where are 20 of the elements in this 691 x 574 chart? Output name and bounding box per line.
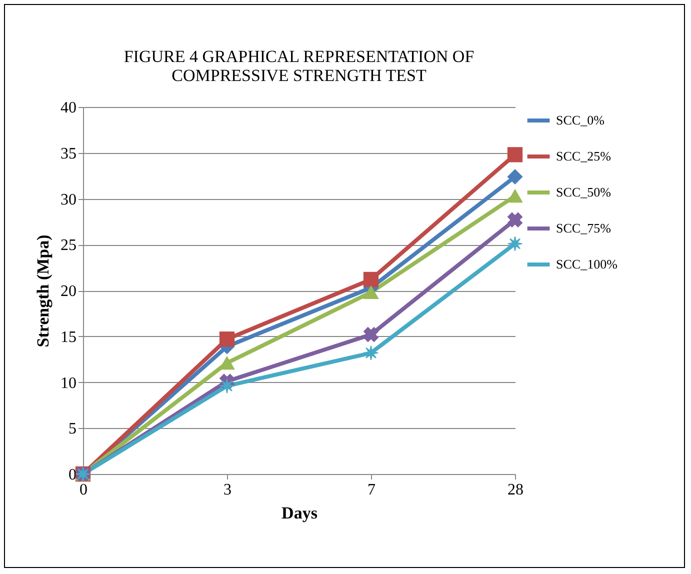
legend-label: SCC_25% — [556, 148, 612, 164]
y-tick-label: 35 — [60, 145, 76, 162]
y-axis-title: Strength (Mpa) — [34, 234, 52, 348]
y-tick-label: 5 — [68, 420, 76, 438]
x-tick-label: 3 — [224, 482, 232, 498]
legend-label: SCC_100% — [556, 256, 618, 272]
chart-title: FIGURE 4 GRAPHICAL REPRESENTATION OF COMPRESSIVE STRENGTH TEST — [124, 47, 474, 85]
y-tick-label: 20 — [60, 283, 76, 300]
y-tick-label: 10 — [60, 374, 76, 392]
x-tick-label: 28 — [508, 482, 524, 498]
legend-label: SCC_50% — [556, 184, 612, 200]
x-tick-label: 7 — [368, 482, 376, 498]
x-tick-label: 0 — [80, 482, 88, 498]
y-tick-label: 40 — [60, 100, 76, 116]
legend-label: SCC_0% — [556, 112, 605, 128]
x-axis-title: Days — [282, 504, 318, 522]
y-tick-label: 30 — [60, 191, 76, 208]
y-tick-label: 25 — [60, 237, 76, 254]
y-tick-label: 15 — [60, 328, 76, 346]
legend-label: SCC_75% — [556, 220, 612, 236]
